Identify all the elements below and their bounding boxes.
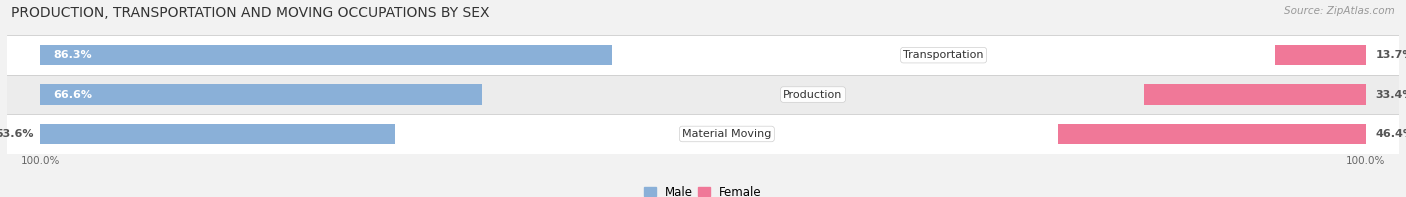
Text: 33.4%: 33.4% bbox=[1376, 90, 1406, 99]
Bar bbox=[41, 84, 482, 105]
Bar bbox=[1275, 45, 1365, 65]
Text: 66.6%: 66.6% bbox=[53, 90, 93, 99]
Bar bbox=[7, 75, 1399, 114]
Text: PRODUCTION, TRANSPORTATION AND MOVING OCCUPATIONS BY SEX: PRODUCTION, TRANSPORTATION AND MOVING OC… bbox=[11, 6, 489, 20]
Text: 46.4%: 46.4% bbox=[1376, 129, 1406, 139]
Bar bbox=[1059, 124, 1365, 144]
Legend: Male, Female: Male, Female bbox=[640, 181, 766, 197]
Text: Source: ZipAtlas.com: Source: ZipAtlas.com bbox=[1284, 6, 1395, 16]
Text: 86.3%: 86.3% bbox=[53, 50, 91, 60]
Bar bbox=[1144, 84, 1365, 105]
Bar bbox=[41, 124, 395, 144]
Bar bbox=[7, 114, 1399, 154]
Bar bbox=[41, 45, 612, 65]
Text: Material Moving: Material Moving bbox=[682, 129, 772, 139]
Text: Production: Production bbox=[783, 90, 842, 99]
Text: 53.6%: 53.6% bbox=[0, 129, 34, 139]
Text: Transportation: Transportation bbox=[904, 50, 984, 60]
Bar bbox=[7, 35, 1399, 75]
Text: 13.7%: 13.7% bbox=[1376, 50, 1406, 60]
